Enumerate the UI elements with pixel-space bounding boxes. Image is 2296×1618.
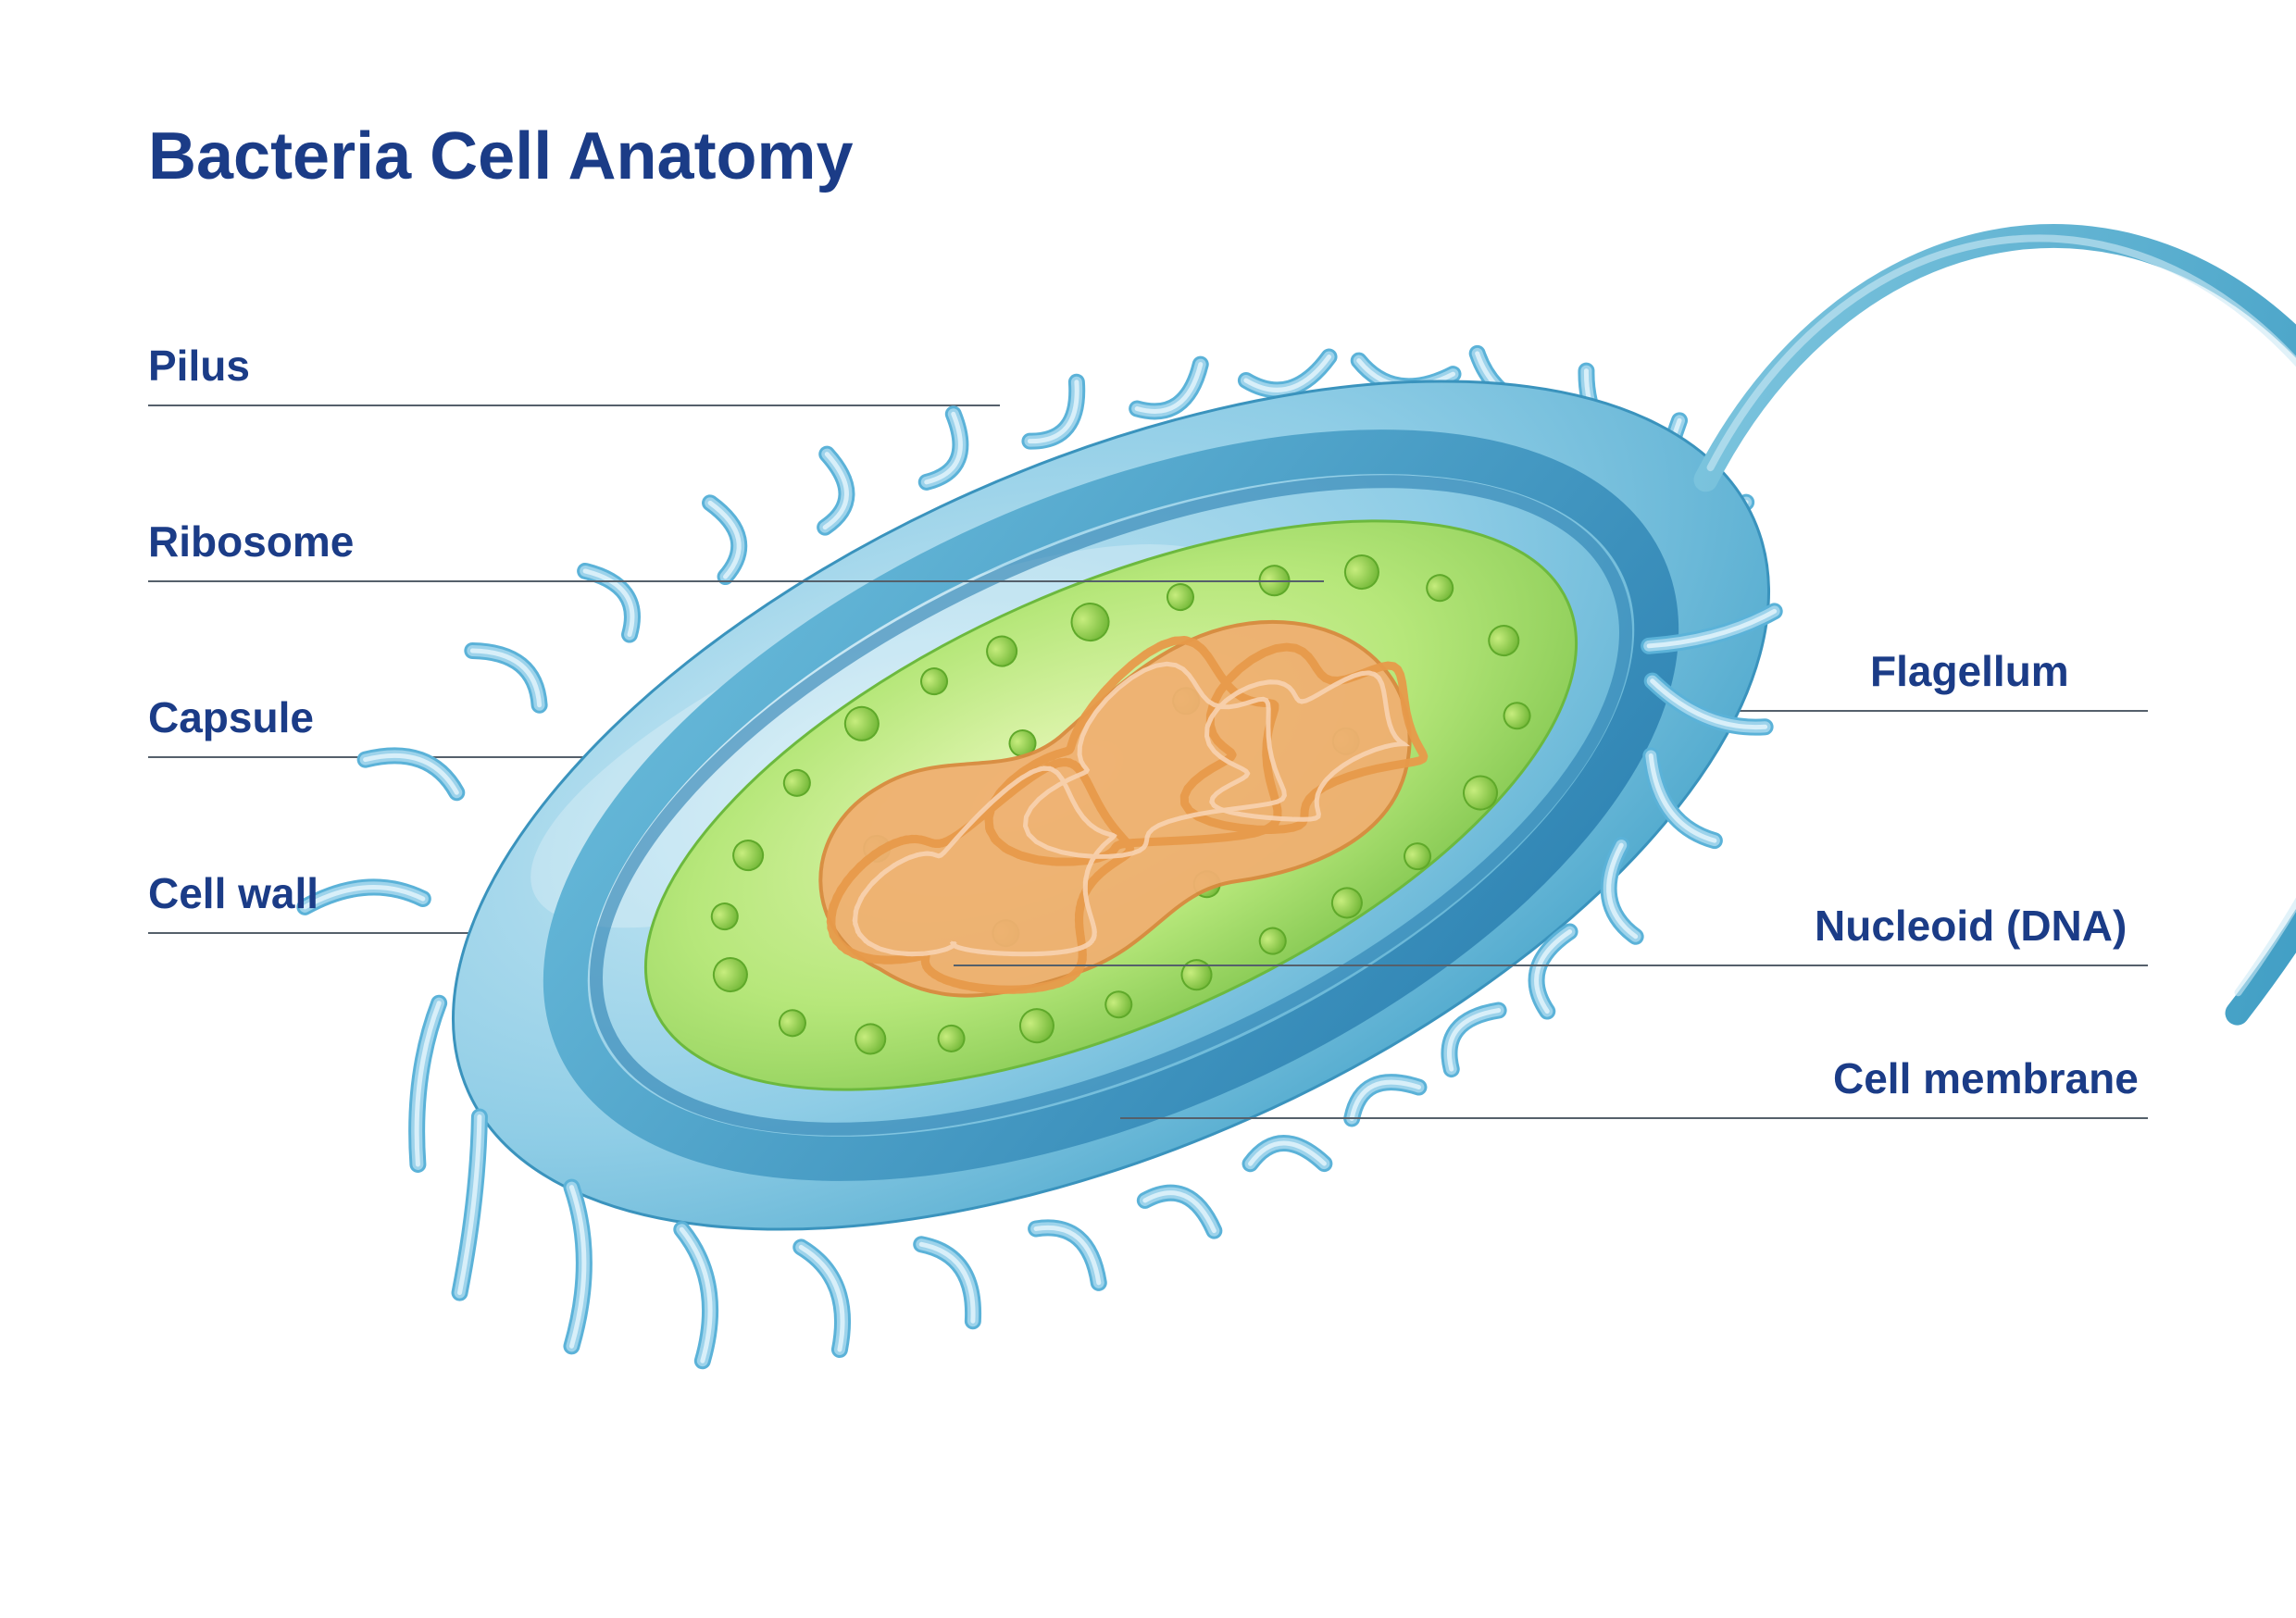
label-pilus: Pilus xyxy=(148,341,250,391)
bacteria-diagram-svg xyxy=(0,0,2296,1618)
diagram-title: Bacteria Cell Anatomy xyxy=(148,118,854,194)
label-ribosome: Ribosome xyxy=(148,517,354,566)
label-membrane: Cell membrane xyxy=(1833,1053,2139,1103)
pilus xyxy=(366,731,457,821)
label-nucleoid: Nucleoid (DNA) xyxy=(1815,901,2127,951)
pilus xyxy=(795,1240,860,1350)
pilus xyxy=(650,1227,738,1361)
pilus xyxy=(1247,1129,1324,1191)
label-flagellum: Flagellum xyxy=(1870,646,2069,696)
diagram-stage: Bacteria Cell Anatomy Pilus Ribosome Capsu… xyxy=(0,0,2296,1618)
label-cellwall: Cell wall xyxy=(148,868,318,918)
pilus xyxy=(513,1188,631,1347)
bacteria-cell xyxy=(207,0,2296,1618)
label-capsule: Capsule xyxy=(148,692,314,742)
pilus xyxy=(305,861,423,944)
